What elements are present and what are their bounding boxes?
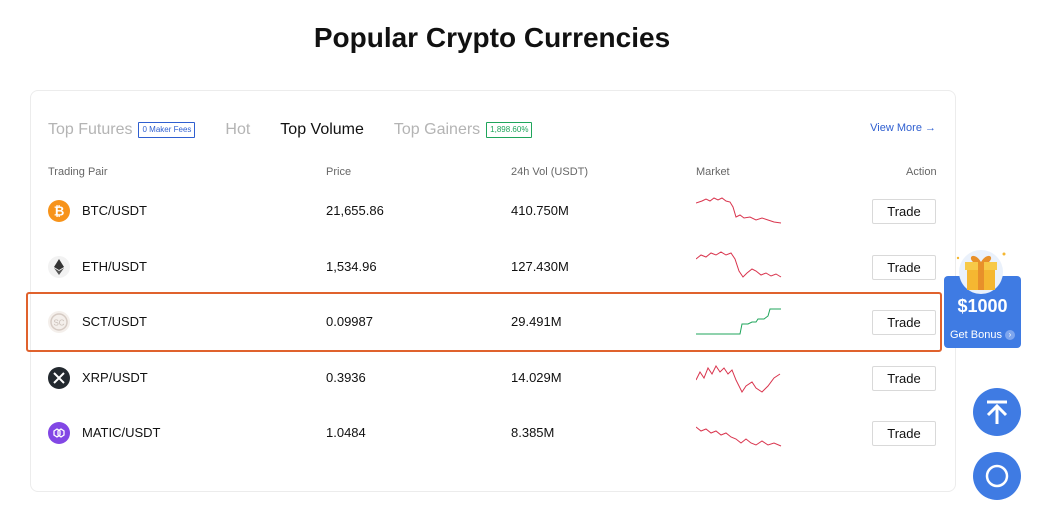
pair-label: XRP/USDT: [82, 370, 148, 385]
header-market: Market: [696, 166, 730, 178]
volume-value: 127.430M: [511, 259, 569, 274]
table-row: ETH/USDT 1,534.96 127.430M Trade: [30, 239, 954, 295]
price-value: 21,655.86: [326, 203, 384, 218]
maker-fee-badge: 0 Maker Fees: [138, 121, 196, 138]
svg-text:₿: ₿: [54, 204, 65, 219]
pair-label: ETH/USDT: [82, 259, 147, 274]
get-bonus-label: Get Bonus ›: [944, 329, 1021, 341]
tab-label: Top Futures: [48, 121, 133, 138]
market-sparkline: [696, 251, 782, 278]
price-value: 1,534.96: [326, 259, 377, 274]
header-action: Action: [906, 166, 937, 178]
chevron-right-icon: ›: [1005, 330, 1016, 341]
price-value: 0.3936: [326, 370, 366, 385]
header-trading-pair: Trading Pair: [48, 166, 108, 178]
gift-icon: [956, 250, 1006, 294]
market-sparkline: [696, 308, 781, 335]
volume-value: 29.491M: [511, 314, 562, 329]
header-volume: 24h Vol (USDT): [511, 166, 589, 178]
pair-label: SCT/USDT: [82, 314, 147, 329]
volume-value: 14.029M: [511, 370, 562, 385]
bonus-amount: $1000: [957, 296, 1008, 316]
svg-text:SC: SC: [53, 319, 64, 328]
pair-label: BTC/USDT: [82, 203, 147, 218]
trade-button[interactable]: Trade: [872, 255, 936, 280]
view-more-link[interactable]: View More →: [870, 122, 936, 134]
header-price: Price: [326, 166, 352, 178]
market-sparkline: [696, 197, 782, 224]
table-row: ₿ BTC/USDT 21,655.86 410.750M Trade: [30, 183, 954, 239]
tab-top-volume[interactable]: Top Volume: [280, 121, 364, 138]
tab-label: Top Gainers: [393, 121, 481, 138]
market-sparkline: [696, 426, 782, 447]
bitcoin-icon: ₿: [48, 200, 70, 222]
ethereum-icon: [48, 256, 70, 278]
volume-value: 410.750M: [511, 203, 569, 218]
tab-hot[interactable]: Hot: [225, 121, 251, 138]
arrow-up-icon: [986, 400, 1008, 424]
trade-button[interactable]: Trade: [872, 310, 936, 335]
price-value: 1.0484: [326, 425, 366, 440]
market-tabs: Top Futures 0 Maker Fees Hot Top Volume T…: [48, 118, 533, 142]
table-row: SC SCT/USDT 0.09987 29.491M Trade: [30, 294, 954, 350]
chat-icon: [985, 464, 1009, 488]
support-chat-button[interactable]: [973, 452, 1021, 500]
tab-top-gainers[interactable]: Top Gainers 1,898.60%: [394, 121, 533, 139]
market-sparkline: [696, 365, 781, 393]
trade-button[interactable]: Trade: [872, 199, 936, 224]
pair-label: MATIC/USDT: [82, 425, 161, 440]
volume-value: 8.385M: [511, 425, 555, 440]
price-value: 0.09987: [326, 314, 373, 329]
xrp-icon: [48, 367, 70, 389]
trade-button[interactable]: Trade: [872, 366, 936, 391]
bonus-widget[interactable]: $1000 Get Bonus ›: [944, 276, 1021, 348]
tab-top-futures[interactable]: Top Futures 0 Maker Fees: [48, 121, 196, 139]
page-title: Popular Crypto Currencies: [313, 22, 671, 53]
gainers-badge: 1,898.60%: [486, 121, 533, 138]
sct-icon: SC: [48, 311, 70, 333]
table-row: XRP/USDT 0.3936 14.029M Trade: [30, 350, 954, 406]
market-card: [30, 90, 956, 492]
table-row: MATIC/USDT 1.0484 8.385M Trade: [30, 405, 954, 461]
polygon-icon: [48, 422, 70, 444]
back-to-top-button[interactable]: [973, 388, 1021, 436]
trade-button[interactable]: Trade: [872, 421, 936, 446]
